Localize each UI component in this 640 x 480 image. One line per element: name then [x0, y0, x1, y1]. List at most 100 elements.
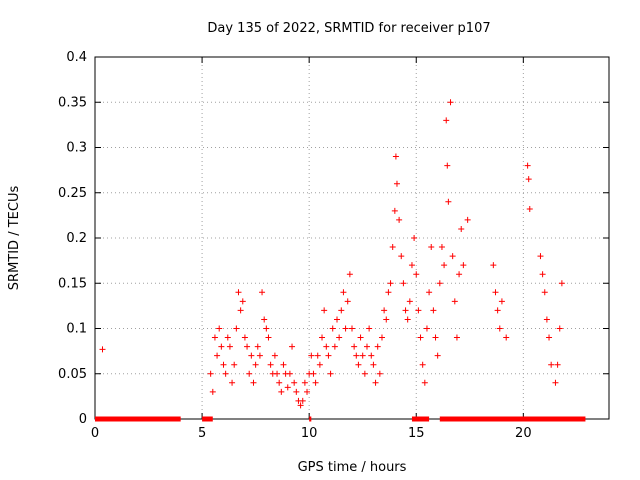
data-point — [378, 334, 385, 341]
data-point — [256, 352, 263, 359]
data-point — [460, 262, 467, 269]
data-point — [224, 334, 231, 341]
y-tick-label: 0.35 — [58, 95, 87, 110]
x-tick-label: 20 — [515, 426, 532, 441]
y-tick-label: 0.2 — [66, 231, 87, 246]
y-tick-label: 0.3 — [66, 141, 87, 156]
data-point — [441, 262, 448, 269]
data-point — [419, 361, 426, 368]
data-point — [331, 343, 338, 350]
data-point — [308, 352, 315, 359]
y-tick-label: 0.1 — [66, 322, 87, 337]
data-point — [316, 361, 323, 368]
data-point — [226, 343, 233, 350]
data-point — [413, 271, 420, 278]
data-point — [524, 162, 531, 169]
data-point — [363, 343, 370, 350]
chart-title: Day 135 of 2022, SRMTID for receiver p10… — [207, 21, 490, 36]
data-point — [556, 325, 563, 332]
data-point — [310, 370, 317, 377]
data-point — [340, 289, 347, 296]
data-point — [415, 307, 422, 314]
data-point — [293, 388, 300, 395]
data-point — [241, 334, 248, 341]
y-tick-label: 0.05 — [58, 367, 87, 382]
data-point — [329, 325, 336, 332]
data-point — [432, 334, 439, 341]
data-point — [99, 346, 106, 353]
axis-ticks: 0 0.05 0.1 0.15 0.2 0.25 0.3 0.35 0.4 0 5 10 15 20 — [58, 50, 609, 441]
data-point — [385, 289, 392, 296]
data-point — [541, 289, 548, 296]
data-point — [400, 280, 407, 287]
data-point — [526, 206, 533, 213]
data-point — [351, 343, 358, 350]
data-point — [447, 99, 454, 106]
data-point — [438, 244, 445, 251]
data-point — [211, 334, 218, 341]
data-point — [404, 316, 411, 323]
data-point — [336, 334, 343, 341]
data-point — [552, 379, 559, 386]
data-point — [558, 280, 565, 287]
data-point — [325, 352, 332, 359]
data-point — [346, 271, 353, 278]
data-point — [453, 334, 460, 341]
data-point — [304, 388, 311, 395]
y-axis-label: SRMTID / TECUs — [7, 186, 22, 291]
data-point — [496, 325, 503, 332]
data-point — [393, 180, 400, 187]
data-point — [289, 343, 296, 350]
x-tick-label: 10 — [301, 426, 318, 441]
data-point — [381, 307, 388, 314]
data-point — [353, 352, 360, 359]
data-point — [546, 334, 553, 341]
data-point — [421, 379, 428, 386]
data-point — [539, 271, 546, 278]
data-point — [366, 325, 373, 332]
data-point — [548, 361, 555, 368]
data-point — [207, 370, 214, 377]
x-tick-label: 0 — [91, 426, 99, 441]
data-point — [436, 280, 443, 287]
y-tick-label: 0 — [79, 412, 87, 427]
data-point — [402, 307, 409, 314]
data-point — [297, 402, 304, 409]
data-point — [338, 307, 345, 314]
data-point — [286, 370, 293, 377]
data-point — [235, 289, 242, 296]
data-point — [398, 253, 405, 260]
data-point — [357, 334, 364, 341]
data-point — [323, 343, 330, 350]
data-point — [276, 379, 283, 386]
data-point — [252, 361, 259, 368]
data-point — [355, 361, 362, 368]
data-point — [423, 325, 430, 332]
data-point — [443, 117, 450, 124]
data-point — [344, 298, 351, 305]
x-axis-label: GPS time / hours — [298, 460, 407, 475]
data-point — [458, 225, 465, 232]
data-point — [280, 361, 287, 368]
data-point — [267, 361, 274, 368]
y-tick-label: 0.4 — [66, 50, 87, 65]
data-point — [543, 316, 550, 323]
data-point — [246, 370, 253, 377]
data-point — [492, 289, 499, 296]
data-point — [321, 307, 328, 314]
data-point — [372, 379, 379, 386]
data-point — [314, 352, 321, 359]
data-point — [490, 262, 497, 269]
data-point — [392, 153, 399, 160]
x-tick-label: 5 — [198, 426, 206, 441]
data-point — [374, 343, 381, 350]
data-point — [278, 388, 285, 395]
data-point — [284, 384, 291, 391]
data-point — [396, 216, 403, 223]
data-point — [312, 379, 319, 386]
data-point — [301, 379, 308, 386]
data-point — [233, 325, 240, 332]
data-point — [237, 307, 244, 314]
